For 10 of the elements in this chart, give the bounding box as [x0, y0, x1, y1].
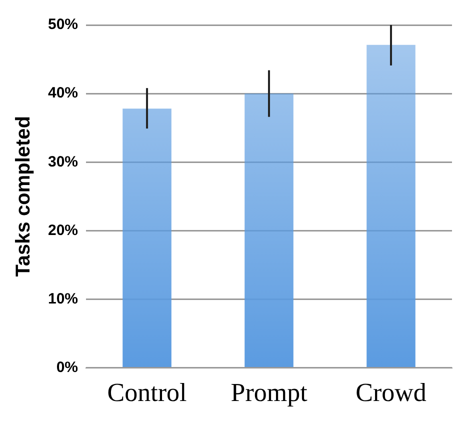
y-tick-label: 30%	[48, 153, 78, 170]
x-tick-label: Crowd	[356, 378, 426, 408]
y-tick-label: 0%	[56, 358, 78, 376]
y-axis-title: Tasks completed	[12, 116, 35, 277]
y-tick-label: 40%	[48, 84, 78, 102]
y-tick-label: 20%	[48, 222, 78, 239]
x-tick-label: Control	[107, 378, 187, 408]
y-tick-label: 10%	[48, 290, 78, 308]
x-tick-label: Prompt	[230, 378, 308, 408]
y-tick-label: 50%	[48, 16, 78, 34]
